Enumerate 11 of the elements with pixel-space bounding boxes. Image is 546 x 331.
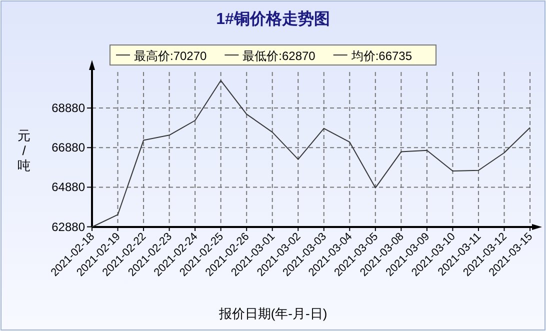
y-tick-label: 64880 [52,180,86,194]
x-axis-title: 报价日期(年-月-日) [218,306,328,321]
text: 最低价:62870 [242,49,316,63]
chart-title: 1#铜价格走势图 [216,10,330,28]
line-series [92,80,530,228]
y-tick-label: 68880 [52,101,86,116]
text: 最高价:70270 [134,49,208,63]
y-tick-label: 66880 [52,140,86,155]
y-axis-title: 元/吨 [18,128,30,173]
text: 均价:66735 [350,49,412,63]
y-tick-label: 62880 [52,220,86,234]
